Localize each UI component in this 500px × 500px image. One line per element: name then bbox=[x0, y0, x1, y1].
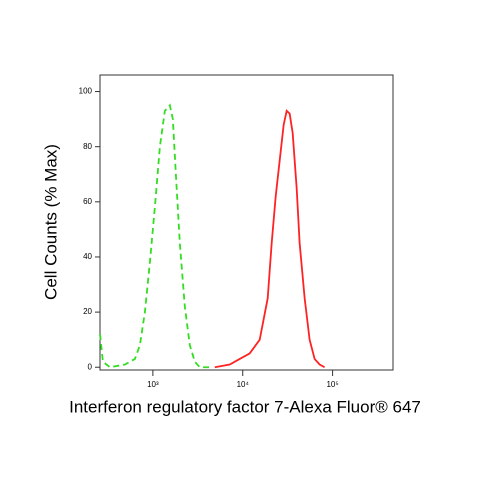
y-axis-label: Cell Counts (% Max) bbox=[41, 144, 60, 300]
y-tick-label: 80 bbox=[83, 142, 92, 151]
x-tick-label: 10⁵ bbox=[326, 380, 338, 389]
y-tick-label: 20 bbox=[83, 307, 92, 316]
x-tick-label: 10⁴ bbox=[237, 380, 250, 389]
y-tick-label: 0 bbox=[88, 362, 93, 371]
histogram-line bbox=[214, 109, 326, 369]
y-tick-label: 40 bbox=[83, 252, 92, 261]
y-tick-label: 60 bbox=[83, 197, 92, 206]
plot-frame bbox=[99, 74, 394, 371]
histogram-line bbox=[99, 103, 210, 369]
x-axis-label: Interferon regulatory factor 7-Alexa Flu… bbox=[69, 397, 421, 416]
x-tick-label: 10³ bbox=[147, 380, 159, 389]
y-tick-label: 100 bbox=[79, 87, 93, 96]
